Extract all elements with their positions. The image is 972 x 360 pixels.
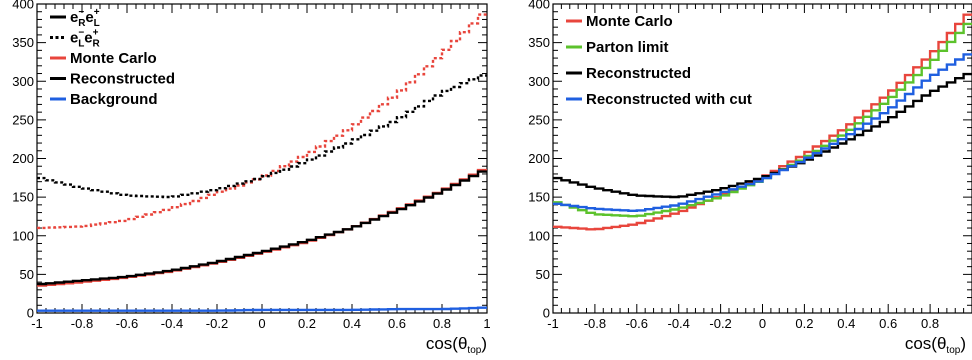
x-tick-label: -0.8 [584,316,606,331]
y-tick-label: 100 [528,228,550,243]
chart-panel-1: -1 -0.8 -0.6 -0.4 -0.2 0 0.2 0.4 0.6 0.8 1 0 50 100 15… [12,0,490,356]
legend-label: Reconstructed with cut [586,91,752,108]
x-tick-label: 0.2 [298,316,316,331]
legend-label: Parton limit [586,39,669,56]
x-tick-label: -0.2 [206,316,228,331]
legend-label-beam: e− Le+ R [70,28,100,50]
chart-panel-2: -1 -0.8 -0.6 -0.4 -0.2 0 0.2 0.4 0.6 0.8 0 50 100 150… [528,0,972,356]
x-tick-label: -0.2 [709,316,731,331]
y-tick-label: 350 [12,35,34,50]
y-tick-label: 250 [12,112,34,127]
x-tick-label: 0 [258,316,265,331]
y-tick-label: 150 [528,190,550,205]
legend-label: Reconstructed [70,71,175,88]
x-tick-label: 0.4 [343,316,361,331]
x-tick-label: -0.4 [667,316,689,331]
legend: Monte Carlo Parton limit Reconstructed Reco… [566,13,752,108]
x-axis-title: cos(θtop) [426,334,487,356]
y-tick-label: 250 [528,112,550,127]
x-axis-title: cos(θtop) [905,334,966,356]
series-mc_solid [37,168,487,287]
y-tick-label: 100 [12,228,34,243]
x-tick-label: 1 [483,316,490,331]
y-tick-label: 400 [12,0,34,12]
x-tick-label: 0.8 [433,316,451,331]
x-tick-label: -1 [547,316,559,331]
y-tick-label: 50 [20,267,34,282]
x-tick-label: 0.2 [795,316,813,331]
series-mc_dotted [37,13,487,230]
x-tick-label: 0.6 [879,316,897,331]
x-tick-label: 0 [759,316,766,331]
legend-label: Monte Carlo [70,50,157,67]
x-tick-label: 0.4 [837,316,855,331]
y-tick-label: 350 [528,35,550,50]
y-tick-label: 50 [536,267,550,282]
x-tick-label: -0.6 [116,316,138,331]
series-reco_solid [37,170,487,286]
x-tick-label: -0.8 [71,316,93,331]
x-tick-label: -0.6 [626,316,648,331]
y-tick-label: 200 [12,151,34,166]
legend-label: Reconstructed [586,65,691,82]
y-tick-label: 200 [528,151,550,166]
series-background [37,306,487,312]
y-tick-label: 400 [528,0,550,12]
legend-label: Background [70,91,158,108]
y-tick-label: 300 [528,74,550,89]
series-reco_cut [553,53,972,212]
legend-label: Monte Carlo [586,13,673,30]
y-tick-label: 150 [12,190,34,205]
x-tick-label: 0.8 [921,316,939,331]
x-tick-label: -1 [31,316,43,331]
y-tick-label: 0 [27,306,34,321]
y-tick-label: 0 [543,306,550,321]
x-tick-label: -0.4 [161,316,183,331]
legend-label-beam: e− Re+ L [70,7,100,29]
x-tick-label: 0.6 [388,316,406,331]
y-tick-label: 300 [12,74,34,89]
